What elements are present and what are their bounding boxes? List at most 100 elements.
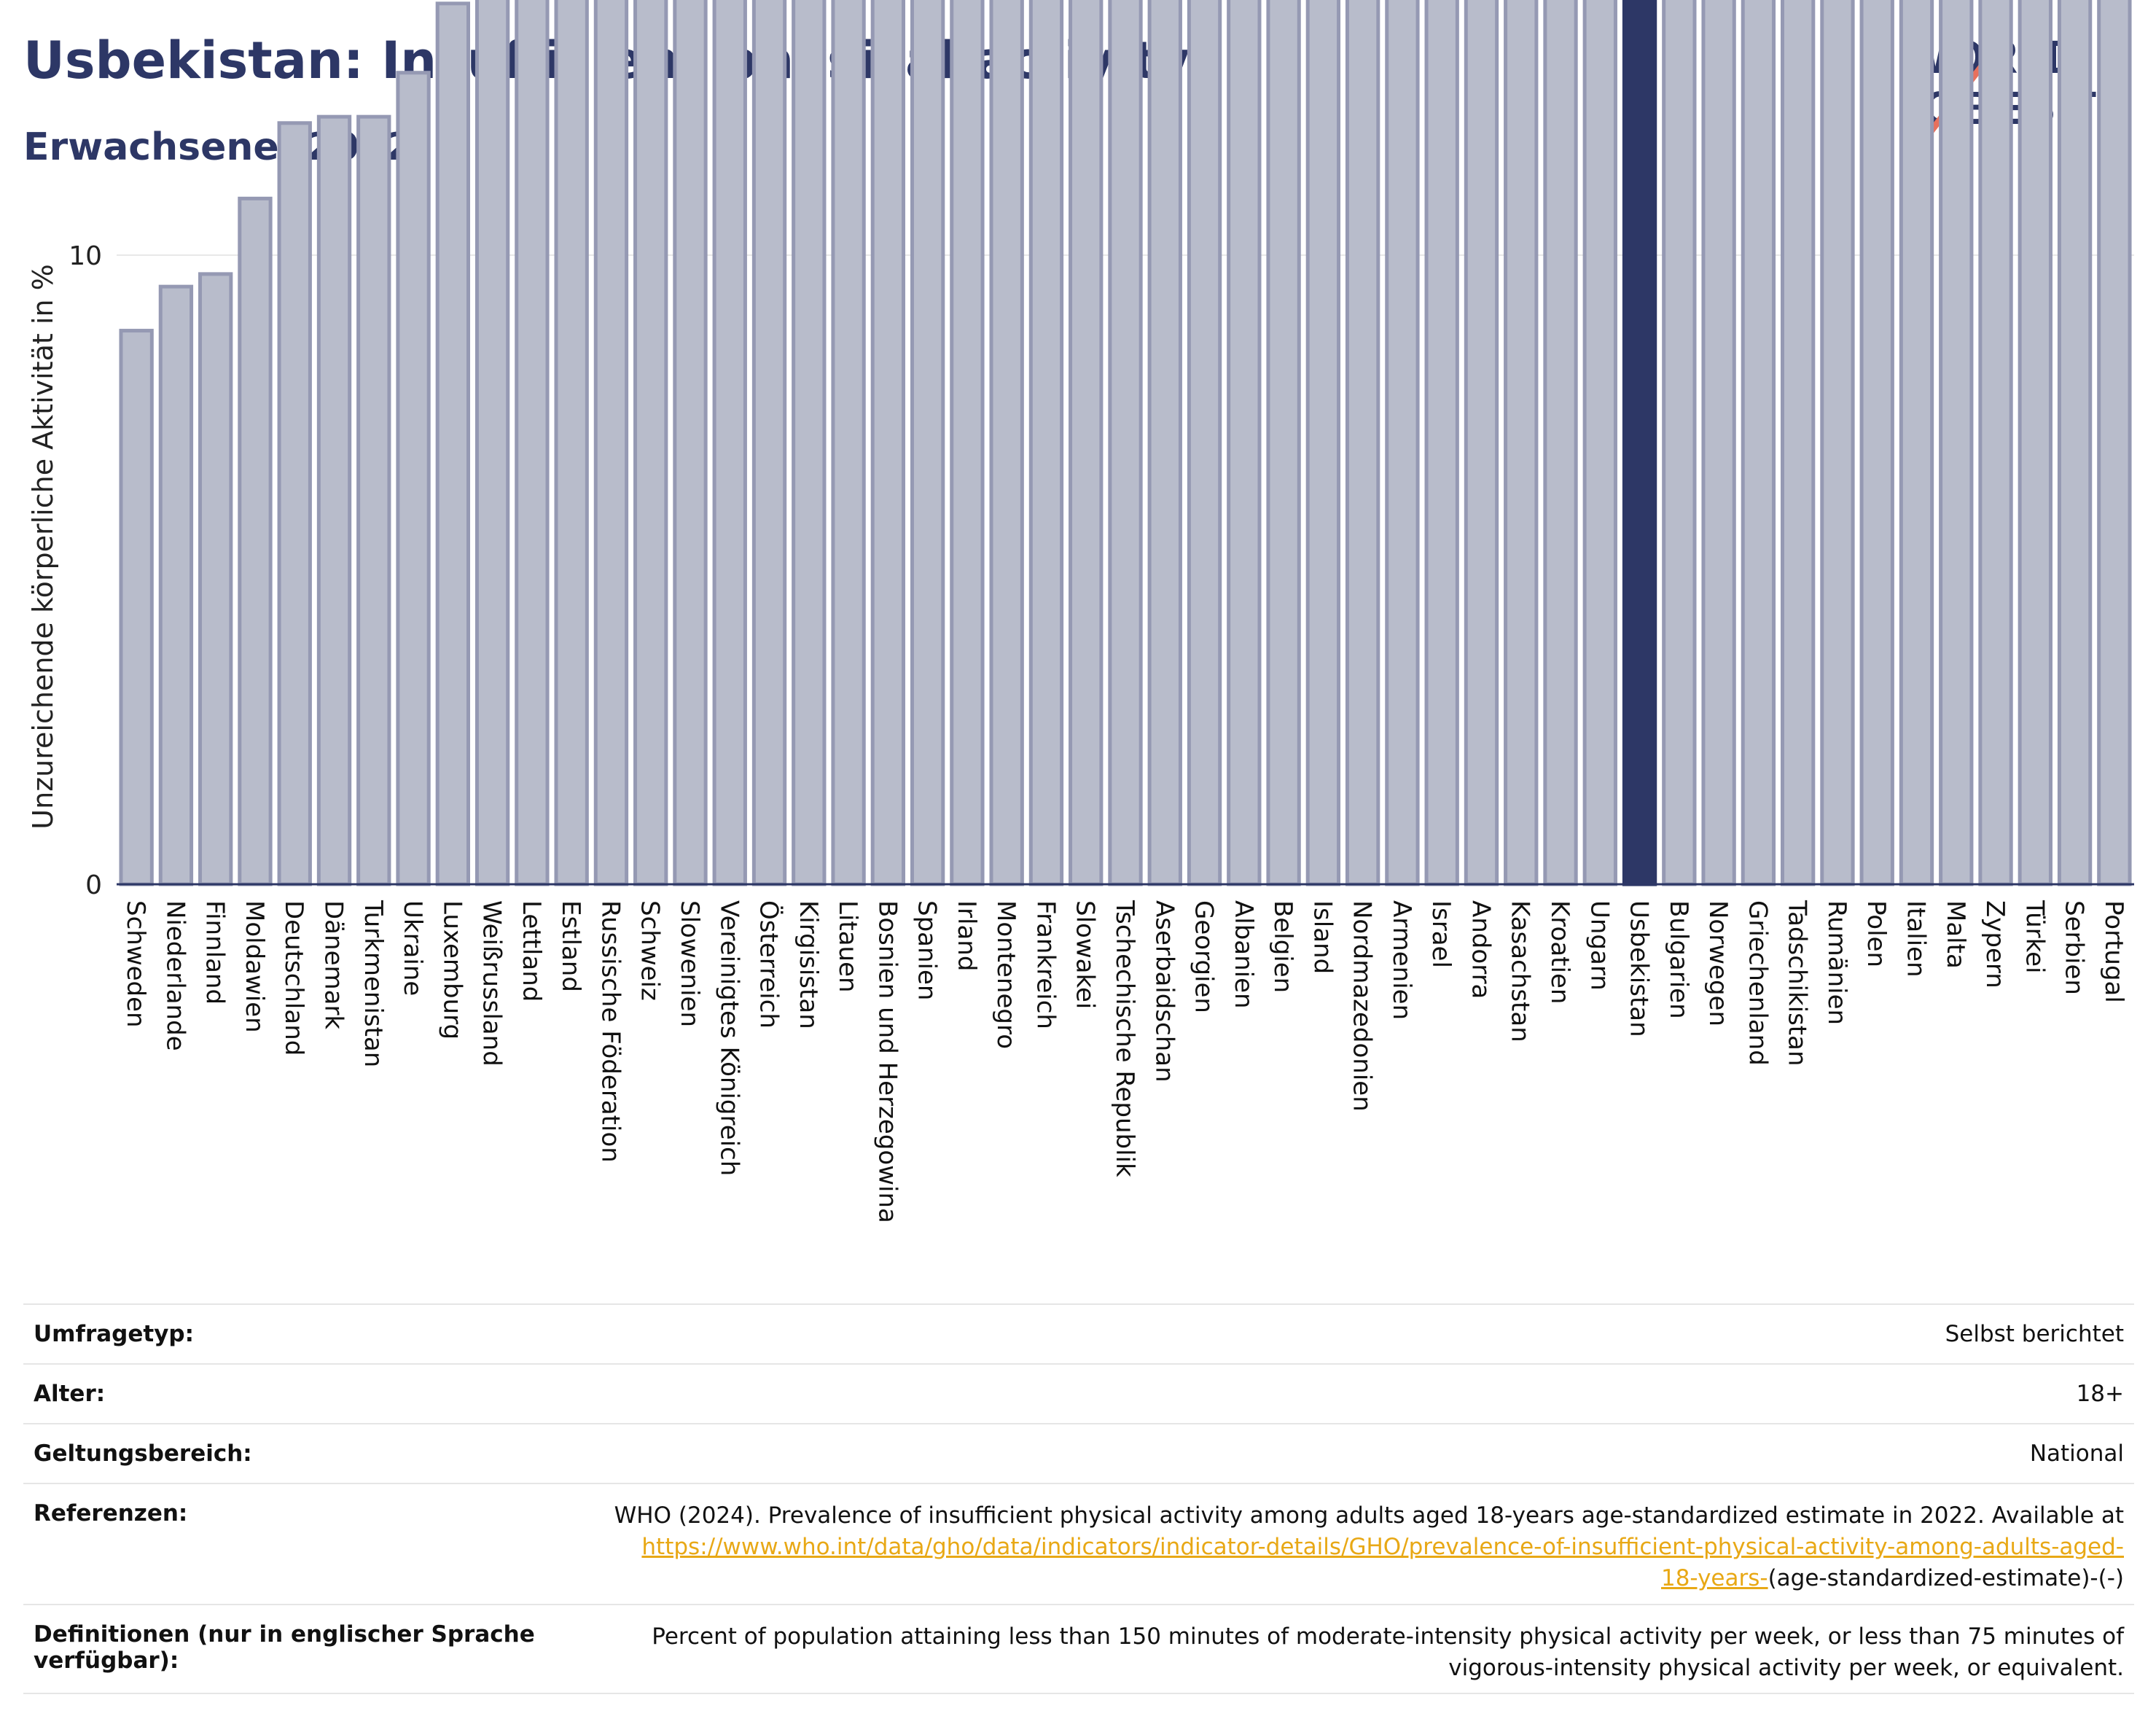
x-tick-label: Island (1308, 900, 1337, 974)
bar (1701, 0, 1736, 886)
info-row-survey-type: Umfragetyp: Selbst berichtet (23, 1303, 2134, 1363)
bar (712, 0, 747, 886)
bar (119, 329, 154, 886)
bar (1662, 0, 1697, 886)
bar (751, 0, 787, 886)
bar-highlight (1622, 0, 1657, 886)
x-tick-label: Spanien (913, 900, 942, 1000)
survey-type-value: Selbst berichtet (1945, 1321, 2124, 1347)
y-tick-label: 10 (69, 241, 102, 271)
x-tick-label: Belgien (1268, 900, 1297, 993)
bar (1741, 0, 1776, 886)
bar (593, 0, 629, 886)
x-tick-label: Deutschland (279, 900, 308, 1056)
x-tick-label: Turkmenistan (359, 900, 388, 1067)
bar (1820, 0, 1855, 886)
bar (198, 272, 233, 886)
x-tick-label: Irland (952, 900, 981, 971)
definitions-label: Definitionen (nur in englischer Sprache … (34, 1621, 535, 1674)
x-tick-label: Malta (1941, 900, 1970, 969)
x-tick-label: Norwegen (1703, 900, 1733, 1026)
bar (1504, 0, 1539, 886)
bar (1899, 0, 1934, 886)
info-row-scope: Geltungsbereich: National (23, 1423, 2134, 1483)
x-tick-label: Armenien (1387, 900, 1416, 1020)
bar-chart: 01020304050SchwedenNiederlandeFinnlandMo… (27, 0, 2134, 1223)
x-tick-label: Slowakei (1071, 900, 1100, 1009)
x-tick-label: Schweiz (636, 900, 665, 1001)
bar (1227, 0, 1262, 886)
x-tick-label: Ukraine (398, 900, 427, 996)
bar (1069, 0, 1104, 886)
x-tick-label: Frankreich (1031, 900, 1060, 1029)
bar (1939, 0, 1974, 886)
x-tick-label: Georgien (1190, 900, 1219, 1013)
scope-value: National (2029, 1440, 2124, 1467)
x-tick-label: Rumänien (1822, 900, 1851, 1025)
bar (554, 0, 589, 886)
bar (1385, 0, 1420, 886)
x-tick-label: Schweden (121, 900, 150, 1028)
bar (238, 196, 273, 886)
bar (870, 0, 906, 886)
x-tick-label: Aserbaidschan (1149, 900, 1179, 1083)
x-tick-label: Kirgisistan (794, 900, 823, 1029)
bar (1582, 0, 1617, 886)
x-tick-label: Lettland (517, 900, 546, 1002)
bar (2097, 0, 2132, 886)
bar (673, 0, 708, 886)
x-tick-label: Polen (1862, 900, 1891, 967)
bar (792, 0, 827, 886)
bar (277, 121, 312, 886)
x-tick-label: Andorra (1466, 900, 1495, 999)
bar (1780, 0, 1816, 886)
x-tick-label: Dänemark (319, 900, 348, 1029)
x-tick-label: Usbekistan (1625, 900, 1654, 1037)
x-tick-label: Israel (1426, 900, 1456, 968)
x-tick-label: Bulgarien (1664, 900, 1693, 1019)
references-link[interactable]: https://www.who.int/data/gho/data/indica… (641, 1534, 2124, 1560)
survey-type-label: Umfragetyp: (34, 1321, 194, 1347)
bar (2018, 0, 2053, 886)
y-axis-label: Unzureichende körperliche Aktivität in % (27, 264, 59, 829)
x-tick-label: Russische Föderation (595, 900, 625, 1163)
bar (910, 0, 945, 886)
x-tick-label: Finnland (200, 900, 230, 1005)
bar (474, 0, 510, 886)
x-tick-label: Ungarn (1585, 900, 1614, 991)
age-value: 18+ (2076, 1381, 2124, 1407)
x-tick-label: Italien (1901, 900, 1930, 978)
x-tick-label: Vereinigtes Königreich (714, 900, 743, 1176)
bars (119, 0, 2132, 886)
x-tick-label: Albanien (1229, 900, 1258, 1009)
x-tick-label: Kroatien (1545, 900, 1574, 1004)
y-tick-label: 0 (85, 870, 102, 900)
bar (158, 284, 194, 886)
x-tick-label: Montenegro (991, 900, 1020, 1049)
bar (1464, 0, 1499, 886)
x-tick-label: Griechenland (1743, 900, 1772, 1066)
bar (2057, 0, 2093, 886)
info-row-references: Referenzen: WHO (2024). Prevalence of in… (23, 1483, 2134, 1604)
references-text: WHO (2024). Prevalence of insufficient p… (614, 1502, 2124, 1529)
bar (515, 0, 550, 886)
axes: 01020304050SchwedenNiederlandeFinnlandMo… (69, 241, 2134, 1223)
bar (1978, 0, 2013, 886)
x-tick-label: Moldawien (240, 900, 269, 1033)
x-tick-label: Slowenien (675, 900, 704, 1027)
x-tick-label: Litauen (833, 900, 862, 993)
bar (831, 0, 866, 886)
scope-label: Geltungsbereich: (34, 1440, 252, 1467)
bar (396, 71, 431, 886)
info-row-age: Alter: 18+ (23, 1363, 2134, 1423)
bar (1108, 0, 1143, 886)
x-tick-label: Tadschikistan (1783, 900, 1812, 1067)
bar (950, 0, 985, 886)
x-tick-label: Estland (556, 900, 585, 992)
references-link-cont[interactable]: 18-years- (1660, 1565, 1768, 1591)
info-row-definitions: Definitionen (nur in englischer Sprache … (23, 1604, 2134, 1694)
x-tick-label: Niederlande (160, 900, 190, 1051)
bar (1305, 0, 1341, 886)
x-tick-label: Nordmazedonien (1348, 900, 1377, 1112)
x-tick-label: Tschechische Republik (1110, 900, 1139, 1177)
